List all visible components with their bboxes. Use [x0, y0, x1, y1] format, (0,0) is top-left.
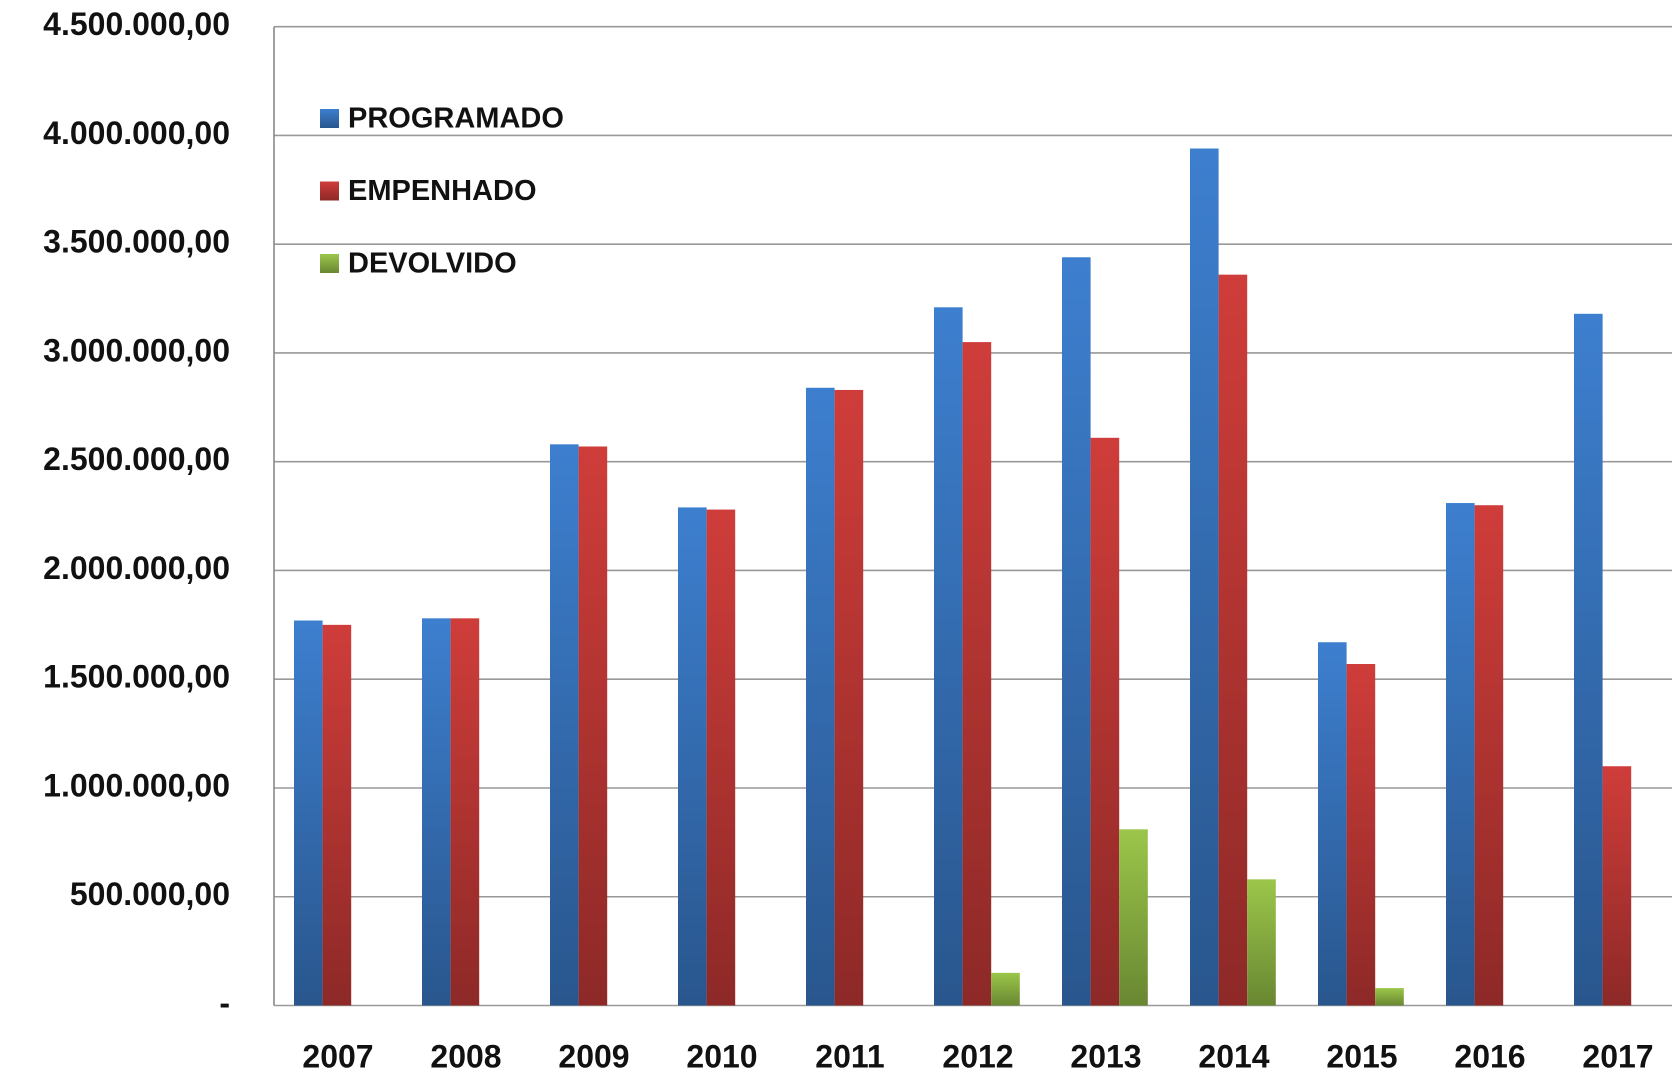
y-tick-label: 2.000.000,00	[43, 550, 230, 586]
bar	[934, 307, 963, 1006]
y-tick-label: -	[219, 985, 230, 1021]
y-tick-label: 1.000.000,00	[43, 767, 230, 803]
bar	[834, 389, 864, 1006]
legend-label: EMPENHADO	[348, 175, 537, 207]
x-tick-label: 2011	[815, 1038, 884, 1074]
legend-label: DEVOLVIDO	[348, 248, 517, 280]
bar	[1574, 313, 1603, 1006]
x-tick-label: 2012	[942, 1038, 1013, 1074]
bar	[1346, 664, 1376, 1006]
y-tick-label: 1.500.000,00	[43, 659, 230, 695]
y-tick-label: 4.500.000,00	[43, 6, 230, 42]
bar	[991, 972, 1020, 1006]
y-tick-label: 3.000.000,00	[43, 332, 230, 368]
legend-swatch	[320, 181, 339, 201]
bar	[322, 624, 352, 1006]
bar	[1218, 274, 1248, 1006]
x-tick-label: 2017	[1582, 1038, 1653, 1074]
legend-swatch	[320, 254, 339, 273]
bar	[294, 620, 323, 1006]
legend-label: PROGRAMADO	[348, 103, 564, 135]
bar	[1375, 988, 1404, 1006]
bar	[1318, 642, 1347, 1006]
legend-swatch	[320, 109, 339, 128]
x-tick-label: 2007	[302, 1038, 373, 1074]
y-tick-label: 2.500.000,00	[43, 441, 230, 477]
bar	[806, 387, 835, 1006]
bar	[1474, 505, 1504, 1006]
bar	[1446, 503, 1475, 1006]
bar	[422, 618, 451, 1006]
x-tick-label: 2009	[558, 1038, 629, 1074]
x-tick-label: 2014	[1198, 1038, 1269, 1074]
x-tick-label: 2015	[1326, 1038, 1397, 1074]
bar	[1119, 829, 1148, 1006]
x-tick-label: 2010	[686, 1038, 757, 1074]
bar	[550, 444, 579, 1006]
x-tick-label: 2008	[430, 1038, 501, 1074]
bar	[962, 342, 992, 1006]
bar	[578, 446, 608, 1006]
bar	[1090, 437, 1120, 1006]
bar	[1062, 257, 1091, 1006]
bar	[1247, 879, 1276, 1006]
bar	[1190, 148, 1219, 1006]
bar	[678, 507, 707, 1006]
y-tick-label: 4.000.000,00	[43, 115, 230, 151]
x-tick-label: 2013	[1070, 1038, 1141, 1074]
y-tick-label: 3.500.000,00	[43, 224, 230, 260]
x-tick-label: 2016	[1454, 1038, 1525, 1074]
bar	[706, 509, 736, 1006]
bar	[1602, 766, 1632, 1006]
bar	[450, 618, 480, 1006]
y-tick-label: 500.000,00	[70, 876, 230, 912]
